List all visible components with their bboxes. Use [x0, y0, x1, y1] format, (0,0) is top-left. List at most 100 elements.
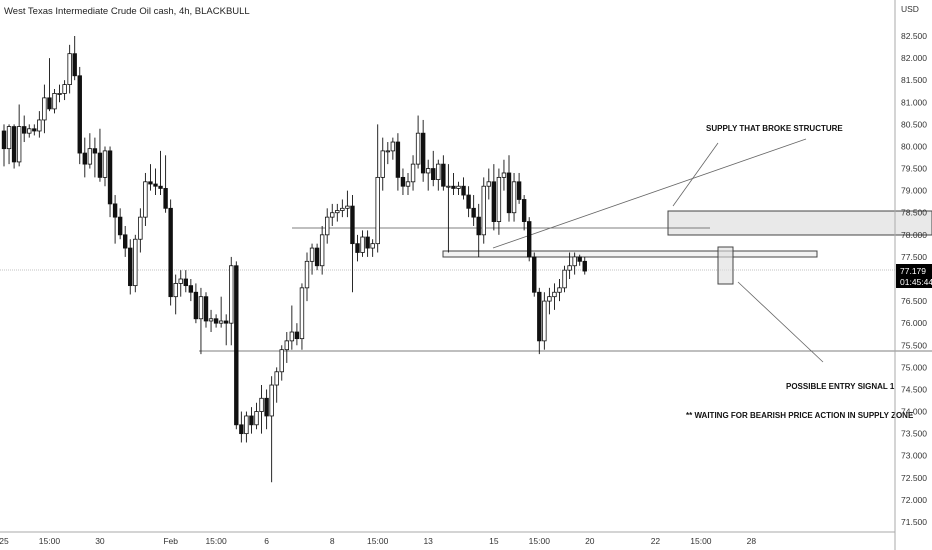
candle-body-bullish: [259, 397, 264, 412]
candle-body-bearish: [32, 128, 37, 132]
candle: [32, 124, 37, 136]
candle-body-bullish: [87, 148, 93, 165]
candle-body-bearish: [527, 221, 532, 258]
candle: [299, 283, 305, 350]
drawing-levels: [0, 138, 932, 363]
candle-body-bearish: [537, 291, 542, 342]
candle: [279, 345, 284, 381]
candle-body-bearish: [491, 181, 497, 222]
candle-body-bearish: [420, 132, 426, 174]
candle: [365, 230, 370, 257]
candles: [1, 36, 587, 483]
candle: [415, 115, 421, 169]
candle: [264, 389, 269, 430]
price-tick-label: 82.000: [901, 53, 927, 63]
candle: [16, 104, 22, 167]
candle: [1, 124, 7, 167]
candle: [577, 254, 582, 266]
candle: [314, 243, 320, 271]
candle-body-bearish: [117, 216, 123, 236]
candle: [425, 159, 431, 191]
candle: [112, 195, 118, 244]
candle-body-bullish: [218, 320, 224, 324]
candle: [324, 208, 330, 244]
entry-pointer-line[interactable]: [737, 281, 824, 363]
candle: [57, 84, 62, 103]
candle: [77, 66, 82, 165]
price-axis[interactable]: 71.500 72.000 72.500 73.000 73.500 74.000 74.5…: [901, 31, 927, 527]
candle: [229, 256, 234, 346]
candle: [491, 164, 497, 231]
price-tick-label: 80.500: [901, 119, 927, 129]
price-tick-label: 81.000: [901, 97, 927, 107]
candle: [178, 270, 183, 297]
price-tick-label: 75.000: [901, 362, 927, 372]
candle-body-bearish: [431, 168, 436, 180]
candle-body-bullish: [143, 181, 148, 218]
candle-body-bullish: [324, 216, 330, 236]
candle-body-bullish: [405, 181, 411, 187]
candle-body-bullish: [138, 216, 143, 240]
candle-body-bullish: [370, 243, 375, 249]
candle-body-bullish: [330, 212, 335, 218]
time-tick-label: 22: [651, 536, 661, 546]
candle: [557, 279, 562, 302]
trend-line[interactable]: [492, 138, 807, 249]
candle: [309, 243, 315, 275]
time-tick-label: 20: [585, 536, 595, 546]
candle: [37, 111, 42, 138]
candle: [521, 195, 527, 231]
candle-body-bearish: [148, 181, 153, 185]
candle: [223, 314, 229, 346]
candle-body-bearish: [72, 53, 77, 77]
candle: [410, 155, 416, 191]
price-tick-label: 79.000: [901, 186, 927, 196]
candle-body-bullish: [27, 128, 32, 134]
candle-body-bullish: [547, 296, 552, 302]
candle-body-bullish: [133, 238, 138, 287]
candle-body-bullish: [456, 185, 461, 189]
candle: [582, 256, 587, 275]
candle: [62, 80, 67, 101]
supply-zone-band[interactable]: [442, 250, 818, 258]
annotation-entry: POSSIBLE ENTRY SIGNAL 1: [786, 382, 895, 391]
time-axis[interactable]: 25 15:00 30 Feb 15:00 6 8 15:00 13 15 15:00 20 22 15:…: [0, 536, 756, 546]
candle: [11, 124, 17, 169]
candle: [562, 265, 567, 293]
time-tick-label: 8: [330, 536, 335, 546]
annotation-waiting: ** WAITING FOR BEARISH PRICE ACTION IN S…: [686, 411, 914, 420]
candle: [72, 36, 77, 81]
candle-body-bearish: [47, 97, 52, 110]
supply-pointer-line[interactable]: [672, 142, 719, 207]
candle: [506, 155, 512, 222]
price-tick-label: 72.500: [901, 473, 927, 483]
candle: [259, 385, 264, 434]
candle-body-bullish: [37, 119, 42, 132]
candle: [92, 137, 98, 178]
time-tick-label: 15:00: [529, 536, 551, 546]
candle-body-bullish: [284, 340, 289, 351]
candle: [547, 287, 552, 315]
candle-body-bullish: [380, 150, 385, 178]
candle-body-bearish: [21, 126, 27, 134]
candle-body-bullish: [542, 300, 547, 342]
candle-body-bearish: [400, 176, 406, 187]
candle-body-bearish: [249, 415, 254, 426]
upper-supply-zone[interactable]: [667, 210, 932, 236]
candle-body-bearish: [577, 256, 582, 262]
candle: [319, 225, 325, 275]
candle: [456, 181, 461, 196]
candle: [143, 172, 148, 226]
candle: [572, 252, 577, 275]
candle: [501, 159, 507, 191]
candle-body-bullish: [42, 97, 47, 121]
candle: [496, 168, 502, 235]
candle-body-bullish: [496, 176, 502, 222]
candle: [436, 159, 441, 191]
bar-countdown: 01:45:44: [900, 277, 932, 287]
candle-body-bearish: [294, 331, 300, 340]
entry-signal-box[interactable]: [717, 246, 734, 285]
candle-body-bullish: [572, 256, 577, 267]
candle-body-bullish: [244, 415, 249, 435]
